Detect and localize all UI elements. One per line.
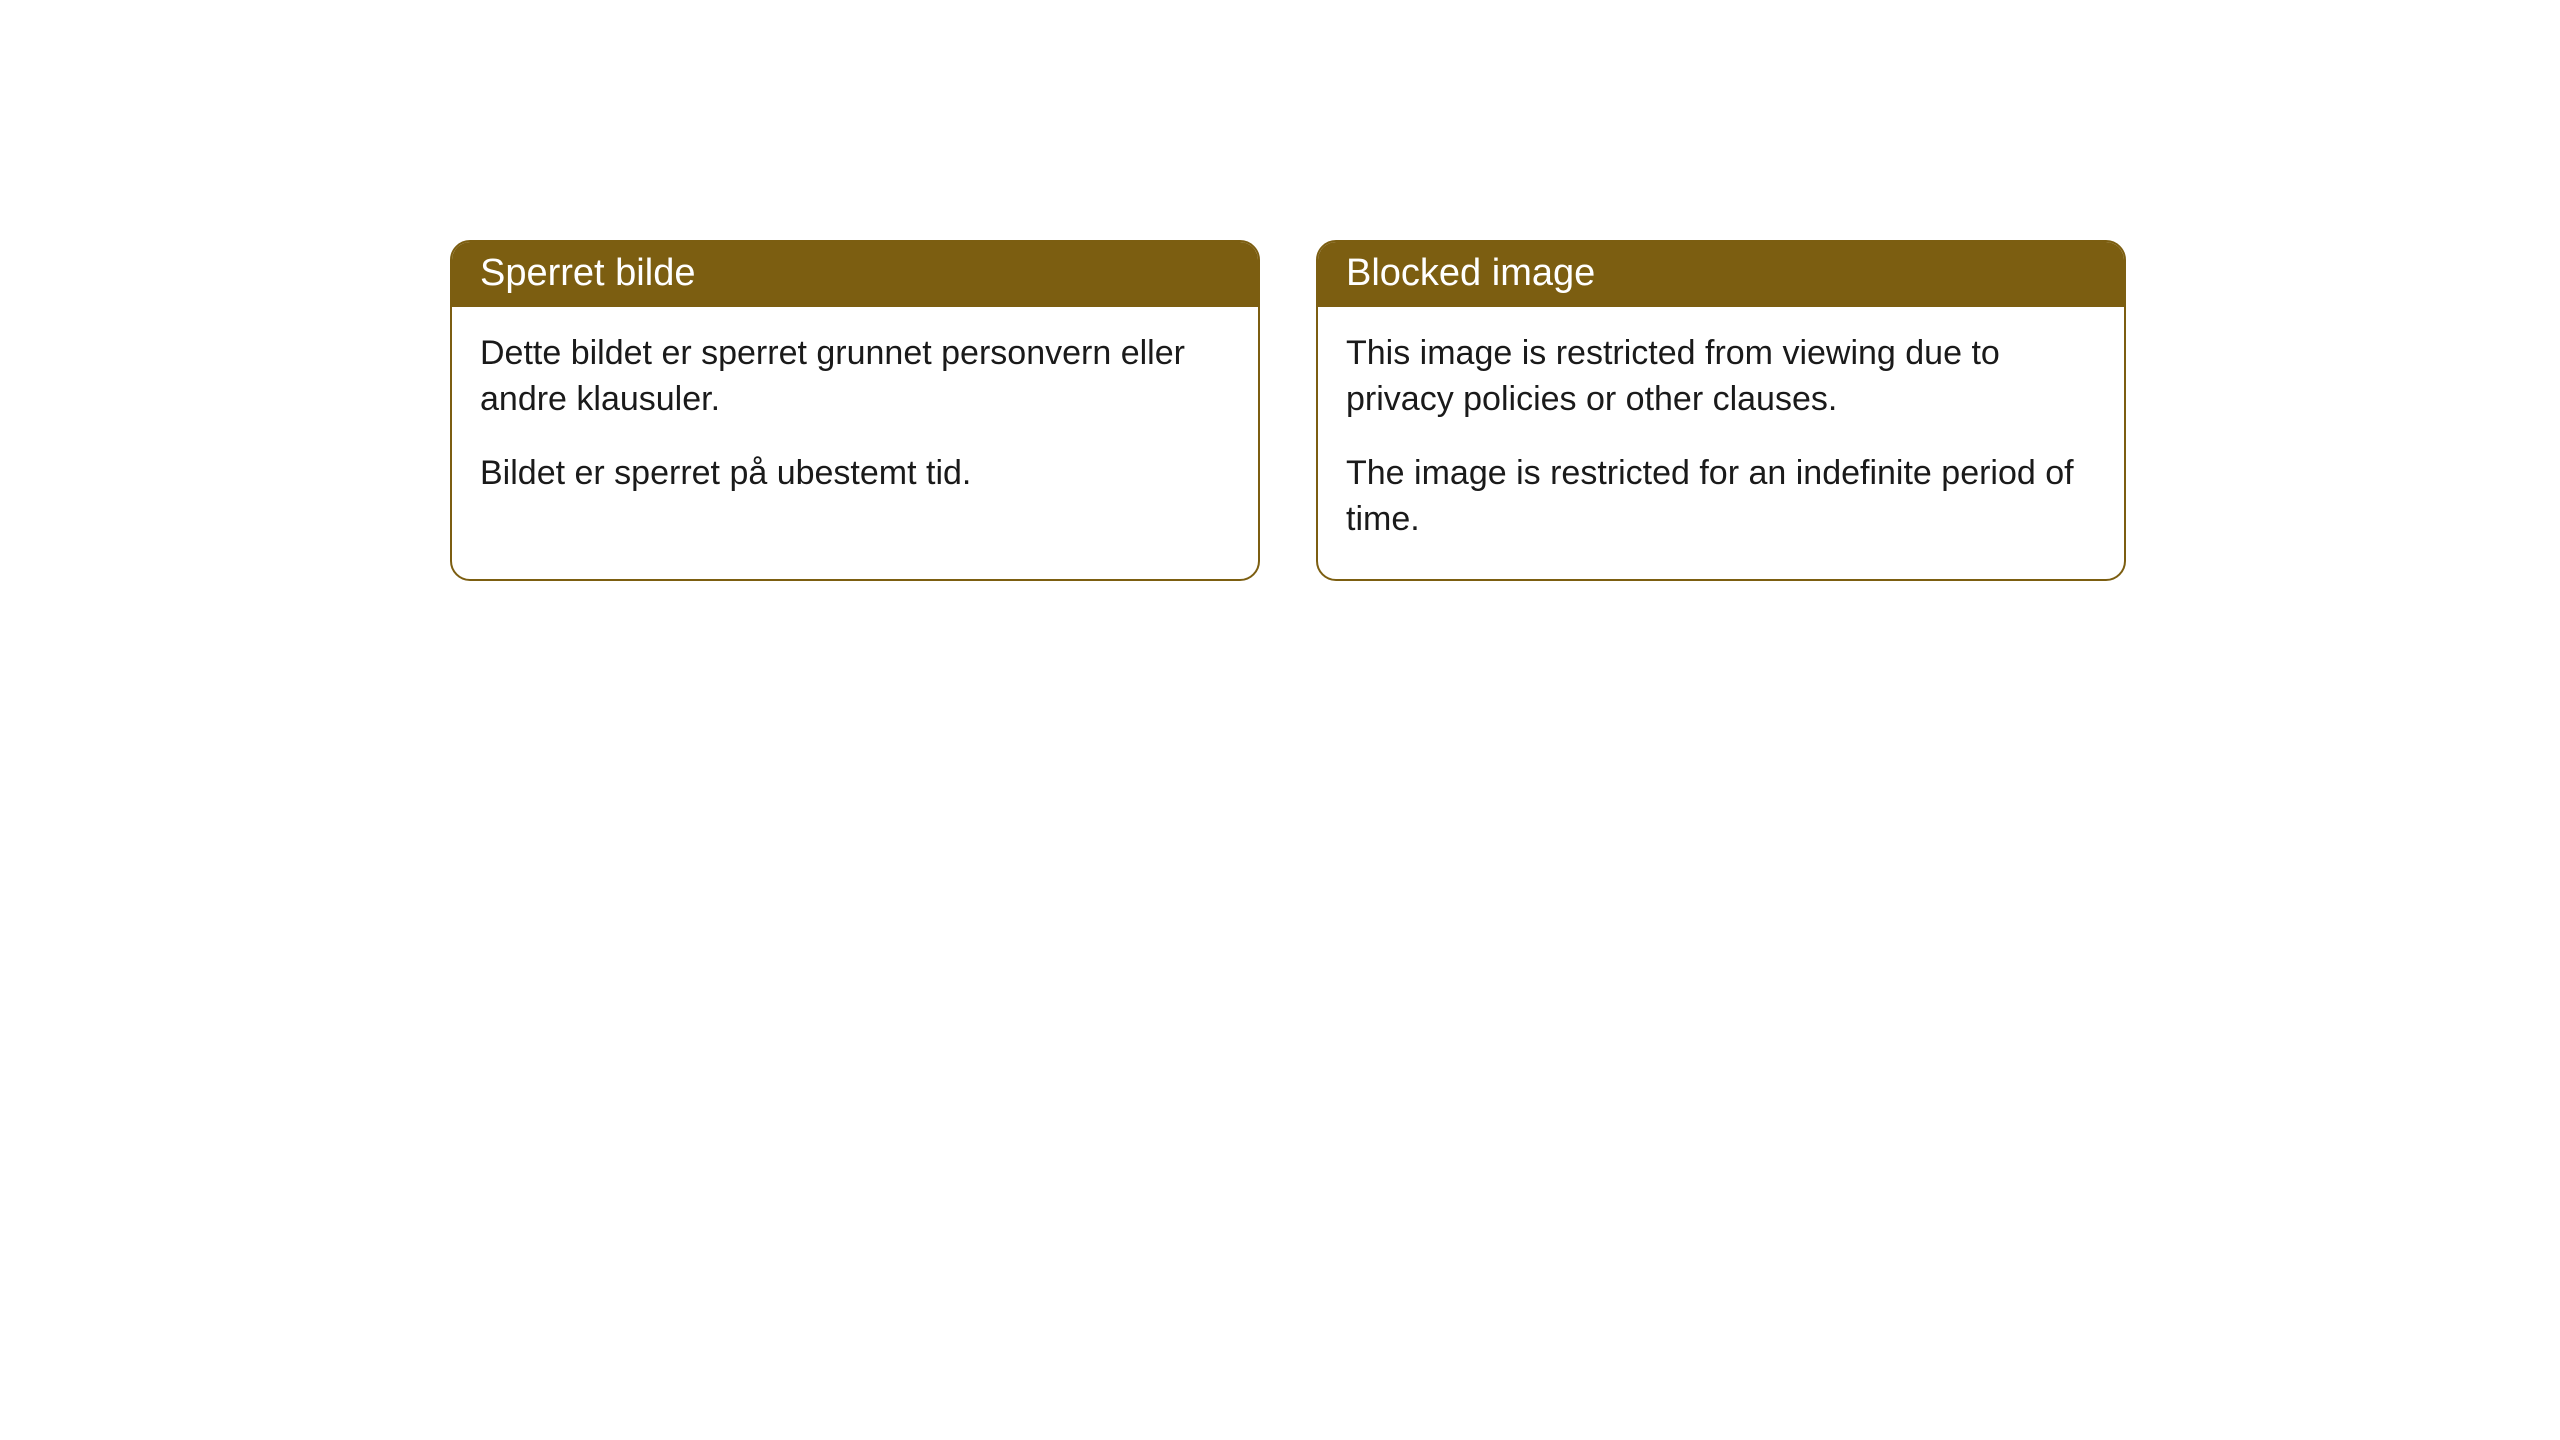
notice-card-norwegian: Sperret bilde Dette bildet er sperret gr… xyxy=(450,240,1260,581)
notice-paragraph-2-english: The image is restricted for an indefinit… xyxy=(1346,451,2096,543)
notice-header-norwegian: Sperret bilde xyxy=(452,242,1258,307)
notice-title-norwegian: Sperret bilde xyxy=(480,252,695,294)
notice-body-norwegian: Dette bildet er sperret grunnet personve… xyxy=(452,307,1258,533)
notice-paragraph-1-english: This image is restricted from viewing du… xyxy=(1346,331,2096,423)
notice-paragraph-1-norwegian: Dette bildet er sperret grunnet personve… xyxy=(480,331,1230,423)
notice-title-english: Blocked image xyxy=(1346,252,1595,294)
notice-body-english: This image is restricted from viewing du… xyxy=(1318,307,2124,579)
notice-paragraph-2-norwegian: Bildet er sperret på ubestemt tid. xyxy=(480,451,1230,497)
notice-header-english: Blocked image xyxy=(1318,242,2124,307)
notice-container: Sperret bilde Dette bildet er sperret gr… xyxy=(450,240,2126,581)
notice-card-english: Blocked image This image is restricted f… xyxy=(1316,240,2126,581)
